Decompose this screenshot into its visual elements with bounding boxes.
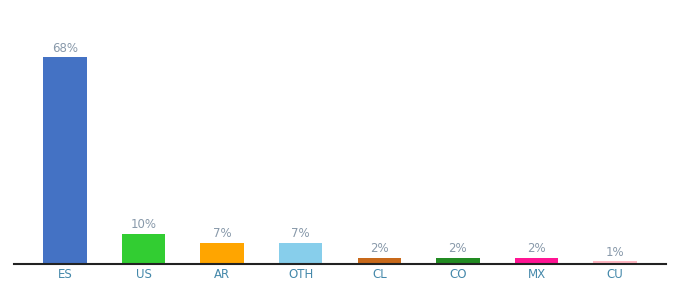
Bar [44, 57, 86, 264]
Text: 2%: 2% [449, 242, 467, 256]
Bar [594, 261, 636, 264]
Text: 10%: 10% [131, 218, 156, 231]
Text: 68%: 68% [52, 42, 78, 55]
Bar [358, 258, 401, 264]
Bar [122, 234, 165, 264]
Bar [201, 243, 243, 264]
Text: 1%: 1% [606, 245, 624, 259]
Text: 2%: 2% [370, 242, 388, 256]
Text: 7%: 7% [213, 227, 231, 240]
Text: 2%: 2% [527, 242, 546, 256]
Bar [279, 243, 322, 264]
Bar [437, 258, 479, 264]
Bar [515, 258, 558, 264]
Text: 7%: 7% [292, 227, 310, 240]
